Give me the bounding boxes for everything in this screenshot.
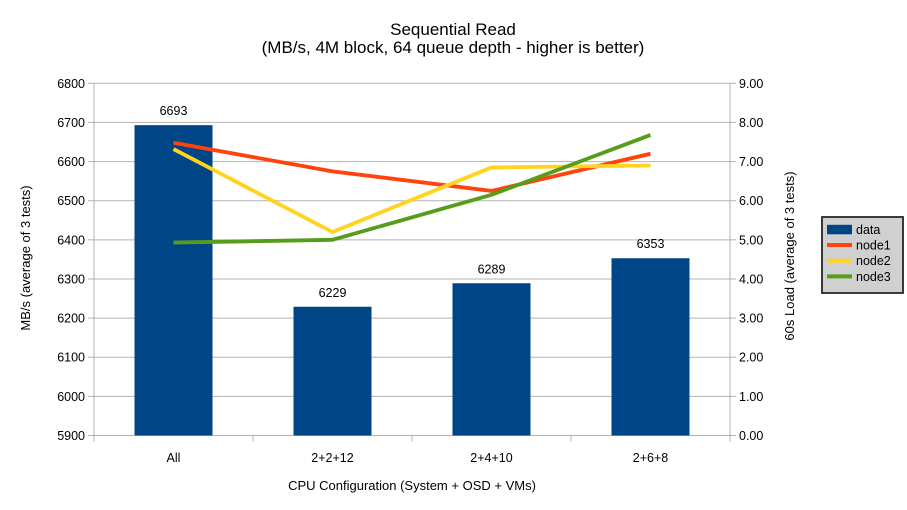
legend-label-node1: node1 xyxy=(856,239,891,253)
bar-value-label: 6693 xyxy=(160,104,188,118)
y2-axis-tick-label: 0.00 xyxy=(739,429,763,443)
y-axis-tick-label: 6700 xyxy=(57,116,85,130)
bar xyxy=(452,283,531,436)
y-axis-tick-label: 6400 xyxy=(57,233,85,247)
y2-axis-title: 60s Load (average of 3 tests) xyxy=(782,171,797,340)
legend-swatch-node2 xyxy=(827,258,852,263)
bar xyxy=(611,258,690,436)
x-axis-title: CPU Configuration (System + OSD + VMs) xyxy=(288,478,536,493)
legend-swatch-node1 xyxy=(827,243,852,247)
y-axis-tick-label: 6500 xyxy=(57,194,85,208)
bar-value-label: 6353 xyxy=(637,237,665,251)
y2-axis-tick-label: 4.00 xyxy=(739,272,763,286)
y-axis-title: MB/s (average of 3 tests) xyxy=(18,185,33,330)
y-axis-tick-label: 6000 xyxy=(57,390,85,404)
y2-axis-tick-label: 8.00 xyxy=(739,116,763,130)
chart-title: Sequential Read xyxy=(390,20,516,39)
legend-swatch-node3 xyxy=(827,274,852,279)
y2-axis-tick-label: 2.00 xyxy=(739,351,763,365)
y-axis-tick-label: 6300 xyxy=(57,272,85,286)
legend-label-node3: node3 xyxy=(856,270,891,284)
bar-value-label: 6289 xyxy=(478,262,506,276)
y2-axis-tick-label: 5.00 xyxy=(739,233,763,247)
y2-axis-tick-label: 6.00 xyxy=(739,194,763,208)
y2-axis-tick-label: 3.00 xyxy=(739,312,763,326)
bar xyxy=(293,306,372,436)
legend-label-node2: node2 xyxy=(856,254,891,268)
chart-content: 5900 0.00 6000 1.00 6100 2.00 6200 3.00 6300 4.00… xyxy=(57,77,763,465)
legend-swatch-data xyxy=(827,224,852,235)
y-axis-tick-label: 6100 xyxy=(57,351,85,365)
y2-axis-tick-label: 9.00 xyxy=(739,77,763,91)
y-axis-tick-label: 6800 xyxy=(57,77,85,91)
y2-axis-tick-label: 1.00 xyxy=(739,390,763,404)
x-axis-tick-label: 2+6+8 xyxy=(633,451,669,465)
bar-value-label: 6229 xyxy=(319,286,347,300)
chart-subtitle: (MB/s, 4M block, 64 queue depth - higher… xyxy=(262,38,645,57)
x-axis-tick-label: 2+2+12 xyxy=(311,451,353,465)
line-node3 xyxy=(173,133,652,245)
x-axis-tick-label: All xyxy=(167,451,181,465)
bar xyxy=(134,125,213,436)
legend-label-data: data xyxy=(856,223,880,237)
x-axis-tick-label: 2+4+10 xyxy=(470,451,512,465)
y-axis-tick-label: 6600 xyxy=(57,155,85,169)
y-axis-tick-label: 5900 xyxy=(57,429,85,443)
line-node1 xyxy=(173,140,651,193)
y2-axis-tick-label: 7.00 xyxy=(739,155,763,169)
y-axis-tick-label: 6200 xyxy=(57,312,85,326)
